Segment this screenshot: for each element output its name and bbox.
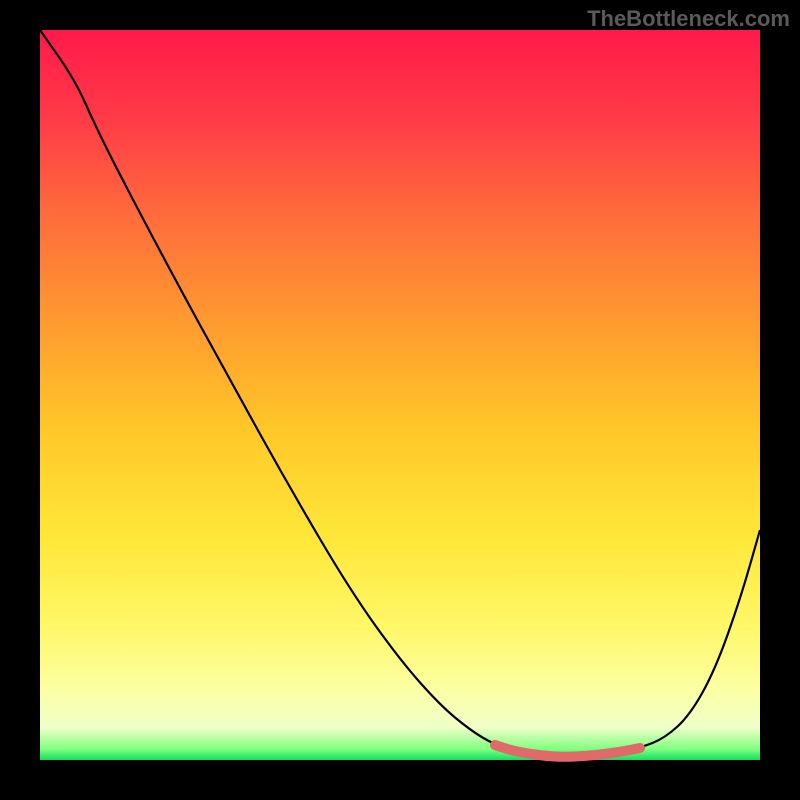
- bottleneck-chart: [0, 0, 800, 800]
- plot-area-gradient: [40, 30, 760, 760]
- watermark-text: TheBottleneck.com: [587, 6, 790, 32]
